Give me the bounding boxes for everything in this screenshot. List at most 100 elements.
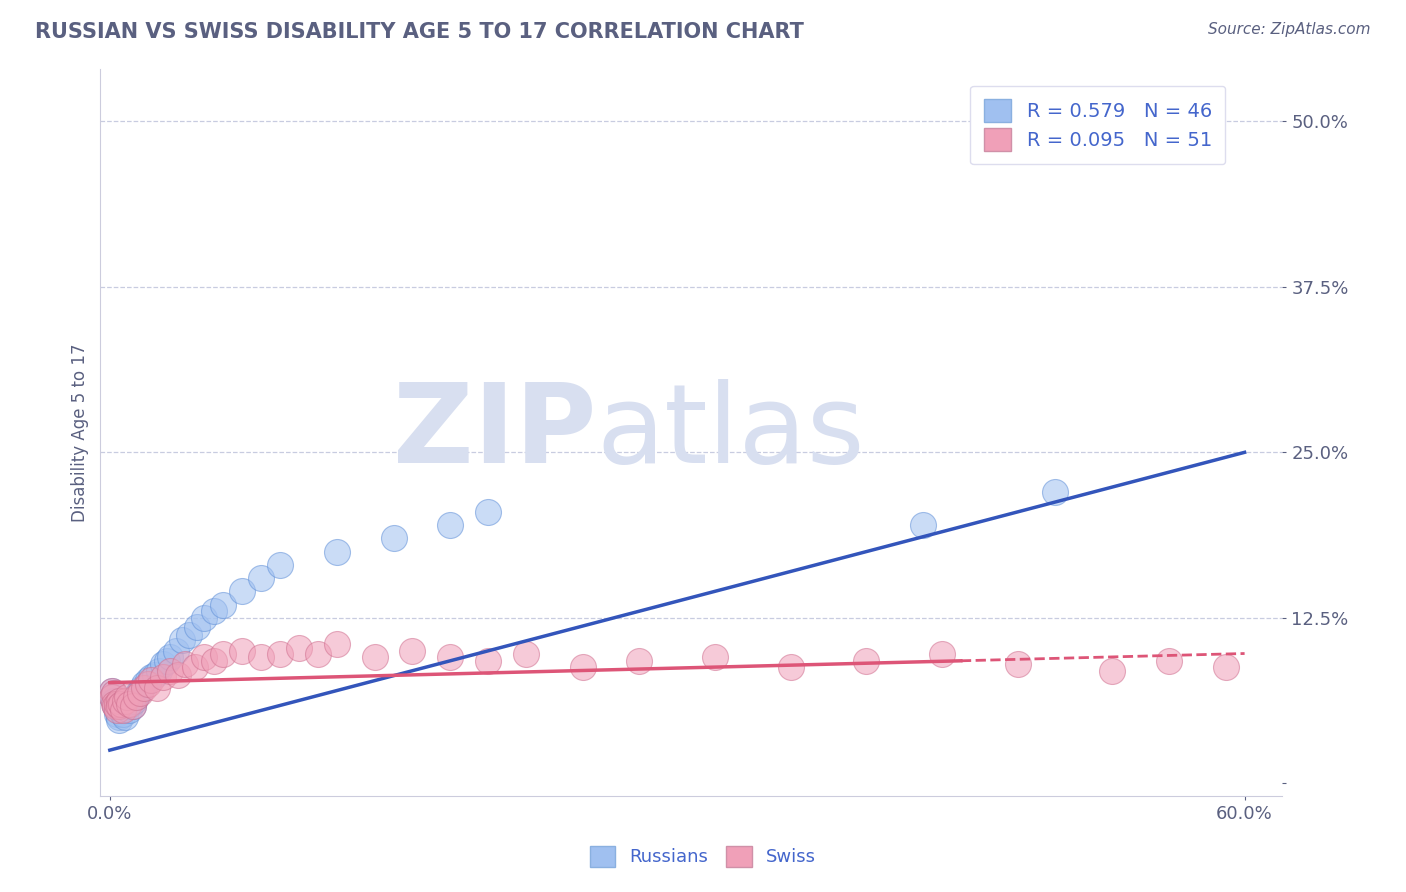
Point [136, 677, 159, 691]
Point [170, 633, 193, 648]
Y-axis label: Disability Age 5 to 17: Disability Age 5 to 17 [72, 343, 89, 522]
Point [1045, 485, 1067, 500]
Point [202, 655, 225, 669]
Point [125, 690, 148, 705]
Point [628, 655, 651, 669]
Point [131, 681, 153, 695]
Point [103, 686, 125, 700]
Point [174, 657, 197, 672]
Point [103, 686, 125, 700]
Point [100, 690, 122, 705]
Point [115, 699, 138, 714]
Point [779, 659, 801, 673]
Point [105, 703, 128, 717]
Point [115, 690, 138, 705]
Text: RUSSIAN VS SWISS DISABILITY AGE 5 TO 17 CORRELATION CHART: RUSSIAN VS SWISS DISABILITY AGE 5 TO 17 … [35, 22, 804, 42]
Point [1157, 655, 1180, 669]
Point [155, 655, 177, 669]
Point [105, 707, 128, 722]
Point [1101, 664, 1123, 678]
Point [129, 683, 152, 698]
Point [250, 571, 273, 585]
Point [186, 620, 208, 634]
Point [143, 667, 166, 681]
Point [269, 558, 291, 572]
Point [141, 670, 163, 684]
Point [104, 699, 127, 714]
Point [108, 694, 131, 708]
Point [159, 650, 181, 665]
Point [1007, 657, 1029, 672]
Point [136, 673, 159, 687]
Point [121, 699, 143, 714]
Point [112, 703, 135, 717]
Point [439, 518, 461, 533]
Point [439, 650, 461, 665]
Point [231, 644, 253, 658]
Point [1215, 659, 1237, 673]
Point [114, 694, 136, 708]
Point [146, 681, 169, 695]
Point [855, 655, 877, 669]
Point [141, 673, 163, 687]
Point [326, 544, 349, 558]
Point [132, 681, 155, 695]
Point [124, 694, 146, 708]
Point [912, 518, 935, 533]
Point [269, 647, 291, 661]
Point [105, 697, 128, 711]
Point [114, 710, 136, 724]
Text: Source: ZipAtlas.com: Source: ZipAtlas.com [1208, 22, 1371, 37]
Legend: R = 0.579   N = 46, R = 0.095   N = 51: R = 0.579 N = 46, R = 0.095 N = 51 [970, 86, 1226, 164]
Point [118, 697, 141, 711]
Point [129, 686, 152, 700]
Point [212, 647, 235, 661]
Point [401, 644, 423, 658]
Point [105, 703, 128, 717]
Point [202, 604, 225, 618]
Point [148, 664, 170, 678]
Point [112, 707, 135, 722]
Point [103, 697, 125, 711]
Point [100, 690, 122, 705]
Text: atlas: atlas [596, 379, 865, 486]
Point [110, 697, 132, 711]
Point [100, 683, 122, 698]
Point [100, 683, 122, 698]
Point [193, 650, 215, 665]
Point [120, 697, 142, 711]
Legend: Russians, Swiss: Russians, Swiss [582, 838, 824, 874]
Point [288, 641, 311, 656]
Point [704, 650, 727, 665]
Point [110, 703, 132, 717]
Point [515, 647, 537, 661]
Point [184, 659, 207, 673]
Point [165, 644, 187, 658]
Text: ZIP: ZIP [394, 379, 596, 486]
Point [108, 699, 131, 714]
Point [159, 664, 181, 678]
Point [121, 699, 143, 714]
Point [118, 703, 141, 717]
Point [152, 670, 174, 684]
Point [104, 699, 127, 714]
Point [212, 598, 235, 612]
Point [571, 659, 593, 673]
Point [307, 647, 329, 661]
Point [108, 713, 131, 727]
Point [250, 650, 273, 665]
Point [108, 710, 131, 724]
Point [167, 667, 190, 681]
Point [363, 650, 385, 665]
Point [382, 532, 405, 546]
Point [477, 505, 499, 519]
Point [127, 686, 149, 700]
Point [104, 697, 127, 711]
Point [231, 584, 253, 599]
Point [103, 694, 125, 708]
Point [193, 611, 215, 625]
Point [132, 677, 155, 691]
Point [179, 628, 201, 642]
Point [125, 690, 148, 705]
Point [326, 637, 349, 651]
